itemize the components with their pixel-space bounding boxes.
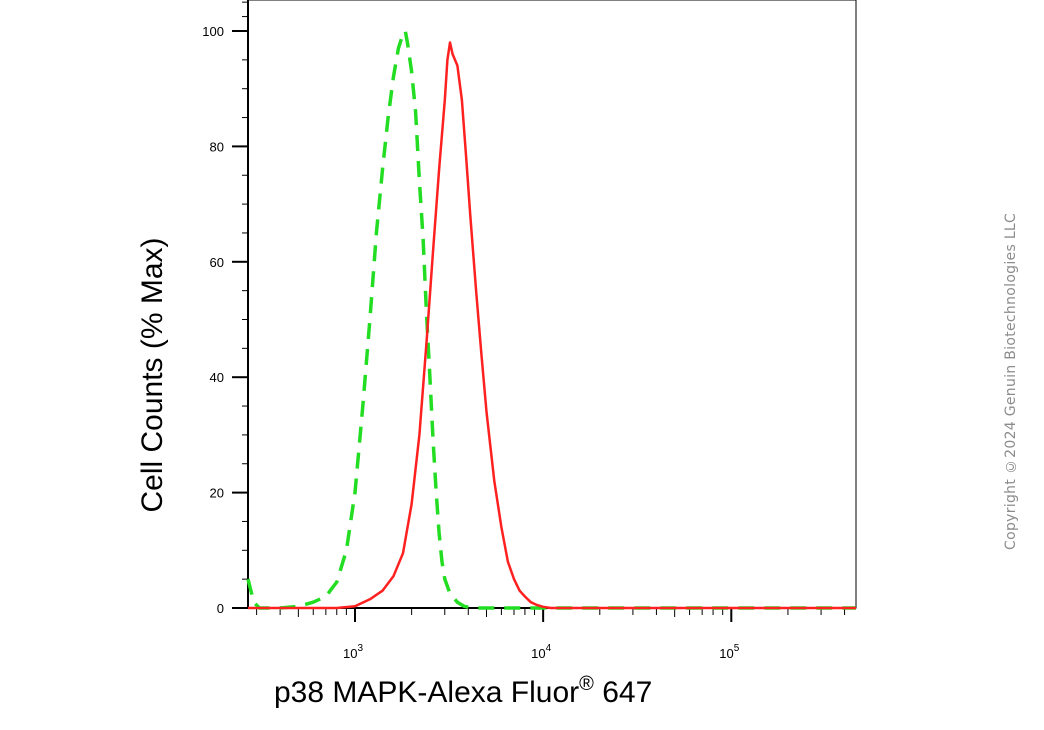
- y-axis-ticks: 0 20 40 60 80 100: [202, 1, 248, 616]
- copyright-watermark: Copyright ©2024 Genuin Biotechnologies L…: [1003, 212, 1019, 550]
- x-tick-label-base: 10: [719, 646, 733, 661]
- y-axis-title: Cell Counts (% Max): [136, 237, 169, 512]
- x-axis-title: p38 MAPK-Alexa Fluor® 647: [274, 673, 652, 709]
- y-tick-label: 80: [210, 139, 224, 154]
- x-axis-title-registered: ®: [579, 673, 594, 695]
- series-line-solid: [248, 41, 856, 610]
- y-tick-label: 40: [210, 370, 224, 385]
- x-tick-label: 103: [343, 643, 363, 661]
- x-axis-ticks: 103 104 105: [256, 608, 846, 661]
- x-tick-label-base: 10: [343, 646, 357, 661]
- y-tick-label: 60: [210, 255, 224, 270]
- x-axis-title-main: p38 MAPK-Alexa Fluor: [274, 676, 579, 709]
- x-tick-label: 105: [719, 643, 739, 661]
- x-tick-label-exponent: 4: [546, 643, 552, 654]
- plot-frame: [247, 0, 857, 609]
- series-layer: [246, 29, 856, 610]
- x-tick-label-exponent: 5: [734, 643, 740, 654]
- plot-border: [247, 0, 857, 609]
- x-tick-label: 104: [531, 643, 551, 661]
- y-tick-label: 0: [217, 601, 224, 616]
- x-axis-title-suffix: 647: [594, 676, 652, 709]
- x-tick-label-exponent: 3: [357, 643, 363, 654]
- x-tick-label-base: 10: [531, 646, 545, 661]
- y-tick-label: 20: [210, 486, 224, 501]
- series-line-dashed: [246, 29, 856, 610]
- y-tick-label: 100: [202, 24, 224, 39]
